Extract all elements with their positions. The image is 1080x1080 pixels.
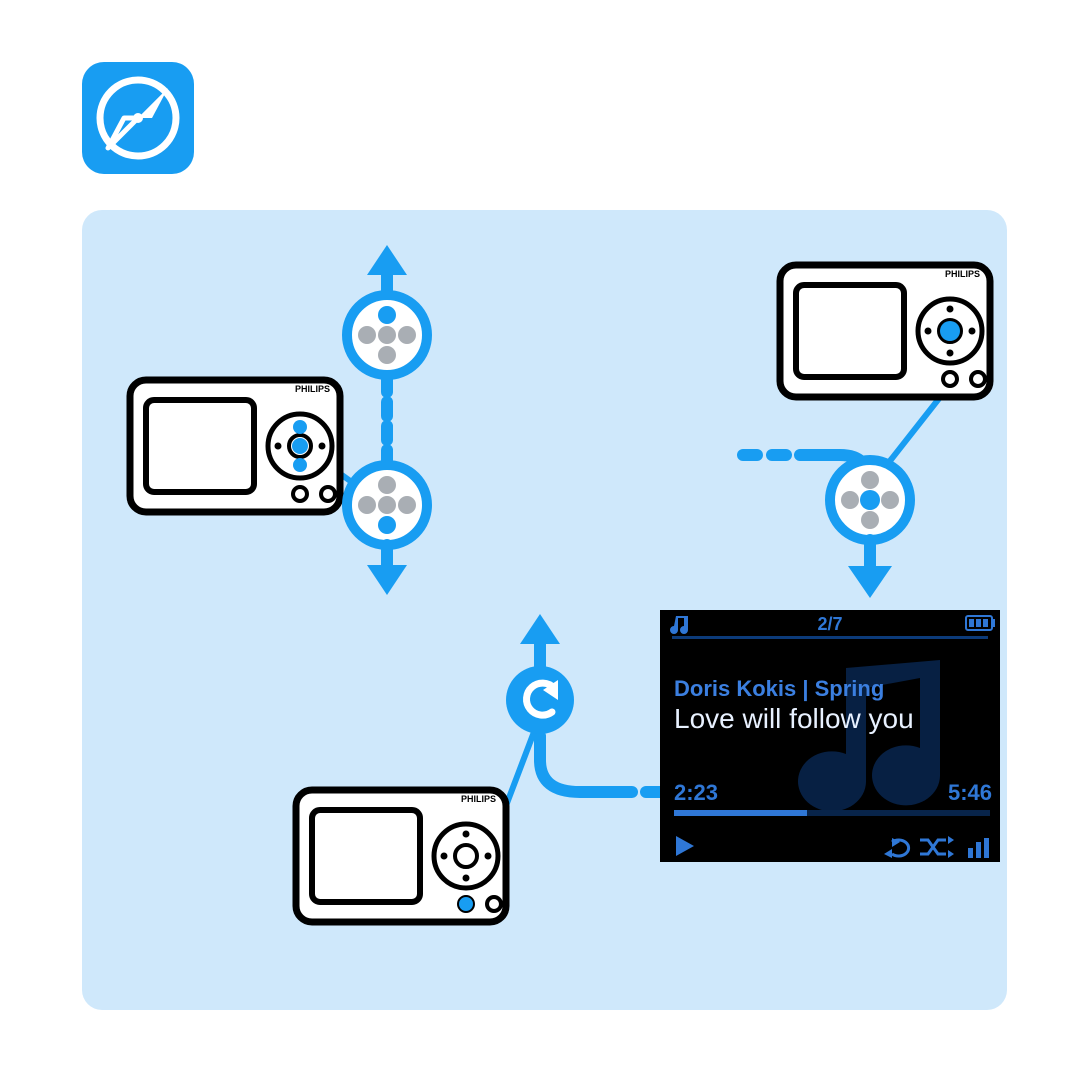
device-left: PHILIPS	[130, 380, 340, 512]
time-total: 5:46	[948, 780, 992, 805]
brand-label: PHILIPS	[461, 794, 496, 804]
brand-label: PHILIPS	[295, 384, 330, 394]
song-title: Love will follow you	[674, 703, 914, 734]
track-index: 2/7	[817, 614, 842, 634]
brand-label: PHILIPS	[945, 269, 980, 279]
compass-badge	[82, 62, 194, 174]
back-button-icon	[506, 614, 574, 734]
instruction-panel: PHILIPS PHILIPS	[82, 210, 1007, 1010]
dpad-down-icon	[347, 465, 427, 595]
device-bottom-center: PHILIPS	[296, 790, 506, 922]
dpad-center-icon	[830, 460, 910, 598]
artist-album: Doris Kokis | Spring	[674, 676, 884, 701]
device-top-right: PHILIPS	[780, 265, 990, 397]
player-screen: 2/7 Doris Kokis | Spring Love will follo…	[660, 610, 1000, 862]
progress-fill	[674, 810, 807, 816]
time-elapsed: 2:23	[674, 780, 718, 805]
dpad-up-icon	[347, 245, 427, 375]
